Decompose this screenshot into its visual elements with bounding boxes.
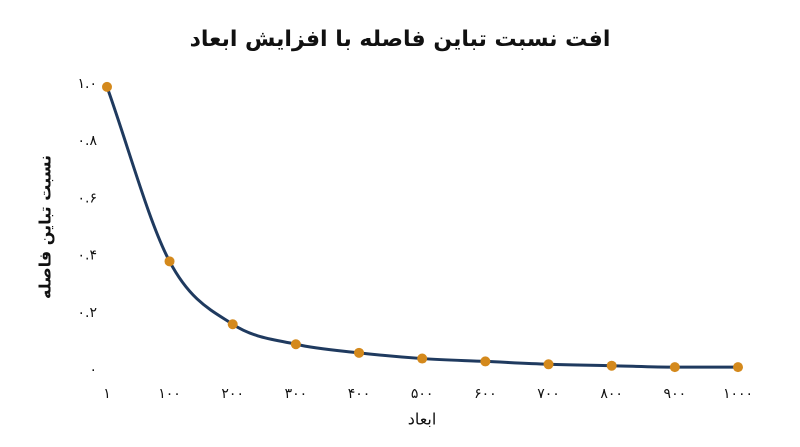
x-tick-label: ۹۰۰ [664,386,687,402]
data-point [417,353,428,364]
x-tick-label: ۴۰۰ [348,386,371,402]
data-point [733,362,743,373]
data-point [227,319,238,330]
x-axis-label: ابعاد [408,410,437,429]
x-tick-label: ۱۰۰ [158,386,181,402]
x-tick-label: ۳۰۰ [285,386,308,402]
data-point [669,362,680,373]
data-point [543,359,554,370]
data-point [354,347,365,358]
data-point [480,356,491,367]
y-tick-label: ۰.۶ [78,190,98,206]
y-tick-label: ۱.۰ [78,76,98,92]
y-tick-label: ۰.۲ [78,305,98,321]
x-tick-label: ۲۰۰ [221,386,244,402]
chart-title: افت نسبت تباین فاصله با افزایش ابعاد [190,27,611,52]
x-tick-label: ۶۰۰ [474,386,497,402]
x-tick-label: ۸۰۰ [600,386,623,402]
y-tick-label: ۰.۴ [78,248,98,264]
data-point [102,81,112,92]
y-tick-label: ۰ [89,362,97,378]
x-tick-label: ۵۰۰ [411,386,434,402]
y-axis-label: نسبت تباین فاصله [36,155,55,299]
x-tick-label: ۱ [103,386,111,402]
data-point [290,339,301,350]
data-point [164,256,175,267]
line [105,86,738,369]
data-point [606,360,617,371]
x-tick-label: ۱۰۰۰ [723,386,753,402]
y-tick-label: ۰.۸ [78,133,98,149]
x-tick-label: ۷۰۰ [537,386,560,402]
